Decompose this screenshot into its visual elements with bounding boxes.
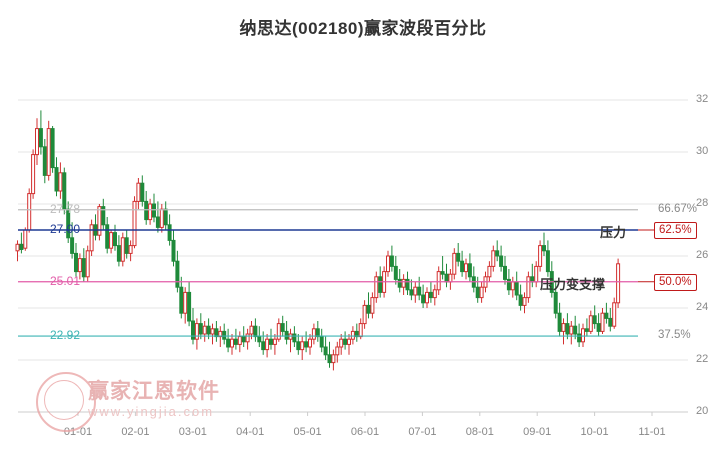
x-axis-tick: 03-01 (178, 426, 207, 438)
y-axis-tick: 30 (696, 145, 709, 157)
y-axis-tick: 26 (696, 249, 709, 261)
level-price-label: 22.92 (50, 328, 81, 343)
y-axis-tick: 32 (696, 93, 709, 105)
x-axis-tick: 04-01 (236, 426, 265, 438)
level-annotation: 压力变支撑 (540, 276, 606, 292)
x-axis-tick: 10-01 (580, 426, 609, 438)
watermark-seal-icon (36, 372, 96, 432)
x-axis-tick: 07-01 (408, 426, 437, 438)
x-axis-tick: 06-01 (350, 426, 380, 438)
x-axis-tick: 08-01 (465, 426, 494, 438)
watermark-brand: 赢家江恩软件 (88, 380, 220, 403)
level-price-label: 25.01 (50, 273, 81, 288)
level-pct-label: 37.5% (658, 329, 691, 342)
watermark-domain: www.yingjia.com (88, 404, 215, 419)
y-axis-tick: 24 (696, 301, 709, 313)
y-axis-tick: 20 (696, 405, 709, 417)
level-pct-badge: 62.5% (654, 222, 697, 239)
chart-title: 纳思达(002180)赢家波段百分比 (239, 19, 487, 38)
y-axis-tick: 28 (696, 197, 709, 209)
y-axis-tick: 22 (696, 353, 709, 365)
x-axis-tick: 09-01 (523, 426, 552, 438)
x-axis-tick: 02-01 (121, 426, 150, 438)
x-axis-tick: 11-01 (638, 426, 666, 438)
level-annotation: 压力 (600, 225, 627, 240)
x-axis-tick: 05-01 (293, 426, 322, 438)
level-pct-badge: 50.0% (654, 273, 697, 291)
level-price-label: 27.78 (50, 201, 81, 216)
watermark-seal-inner-icon (44, 380, 84, 420)
level-price-label: 27.00 (50, 222, 81, 236)
level-pct-label: 66.67% (658, 202, 698, 215)
